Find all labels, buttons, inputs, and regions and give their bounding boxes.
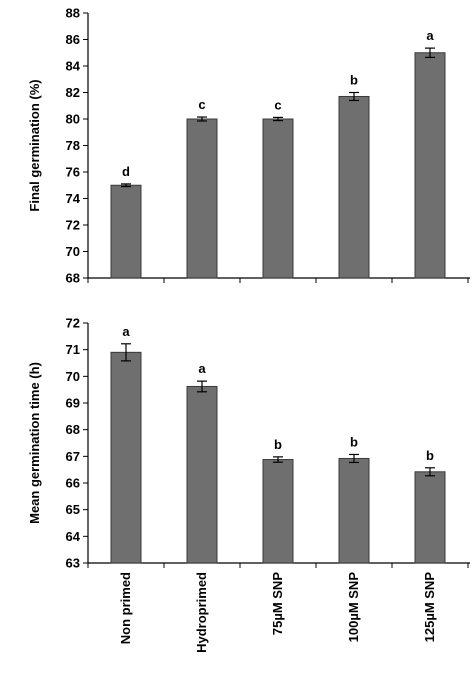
- bar-5: [414, 52, 446, 279]
- y-tick-label: 65: [66, 502, 80, 517]
- significance-label: a: [198, 361, 206, 376]
- x-category-label: 75µM SNP: [270, 572, 285, 635]
- y-tick-label: 71: [66, 342, 80, 357]
- significance-label: b: [274, 437, 282, 452]
- significance-label: c: [274, 97, 281, 112]
- y-tick-label: 64: [66, 529, 81, 544]
- y-tick-label: 68: [66, 271, 80, 286]
- y-tick-label: 74: [66, 191, 81, 206]
- significance-label: d: [122, 164, 130, 179]
- significance-label: a: [426, 28, 434, 43]
- y-tick-label: 88: [66, 6, 80, 21]
- x-category-label: 100µM SNP: [346, 572, 361, 643]
- bar-3: [262, 459, 294, 564]
- bar-5: [414, 471, 446, 564]
- x-category-labels: Non primed Hydroprimed 75µM SNP 100µM SNP 12…: [118, 572, 437, 653]
- x-category-label: Non primed: [118, 572, 133, 644]
- bar-1: [110, 351, 142, 564]
- y-tick-label: 72: [66, 316, 80, 331]
- panel-mean-germination-time: 63 64 65 66 67 68 69 70 71 72 Mean germination tim…: [27, 316, 470, 571]
- y-tick-label: 66: [66, 476, 80, 491]
- y-tick-label: 78: [66, 138, 80, 153]
- x-category-label: Hydroprimed: [194, 572, 209, 653]
- y-axis-title: Final germination (%): [27, 79, 42, 211]
- y-tick-label: 67: [66, 449, 80, 464]
- significance-label: b: [350, 73, 358, 88]
- y-tick-label: 82: [66, 85, 80, 100]
- bar-3: [262, 118, 294, 279]
- y-tick-label: 68: [66, 422, 80, 437]
- significance-label: c: [198, 97, 205, 112]
- y-tick-label: 72: [66, 218, 80, 233]
- bar-1: [110, 184, 142, 279]
- significance-label: b: [350, 434, 358, 449]
- y-tick-label: 70: [66, 244, 80, 259]
- significance-label: b: [426, 448, 434, 463]
- y-tick-label: 80: [66, 112, 80, 127]
- significance-label: a: [122, 324, 130, 339]
- y-tick-label: 70: [66, 369, 80, 384]
- bar-4: [338, 95, 370, 279]
- bar-2: [186, 118, 218, 279]
- bar-4: [338, 457, 370, 564]
- y-tick-label: 84: [66, 59, 81, 74]
- y-tick-label: 63: [66, 556, 80, 571]
- y-axis-title: Mean germination time (h): [27, 362, 42, 524]
- panel-final-germination: 68 70 72 74 76 78 80 82 84 86 88 Final germination …: [27, 6, 470, 286]
- y-tick-label: 86: [66, 32, 80, 47]
- y-tick-label: 76: [66, 165, 80, 180]
- y-tick-label: 69: [66, 396, 80, 411]
- bar-2: [186, 385, 218, 564]
- x-category-label: 125µM SNP: [422, 572, 437, 643]
